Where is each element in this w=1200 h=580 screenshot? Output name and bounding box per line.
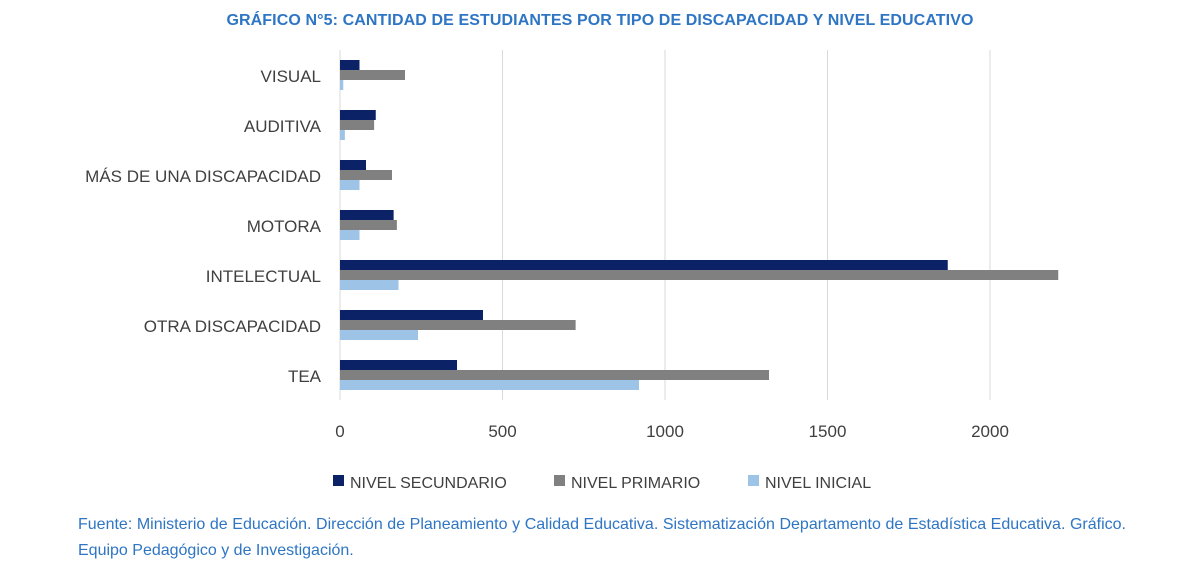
bar — [340, 360, 457, 370]
legend-label: NIVEL SECUNDARIO — [350, 475, 507, 492]
bar — [340, 120, 375, 130]
legend-swatch — [554, 475, 565, 486]
x-tick-label: 500 — [488, 422, 516, 441]
category-label: MÁS DE UNA DISCAPACIDAD — [85, 167, 321, 186]
bar — [340, 330, 418, 340]
bar-chart: VISUAL AUDITIVA MÁS DE UNA DISCAPACIDAD MOT… — [85, 50, 1059, 492]
bars — [340, 60, 1059, 390]
bar — [340, 320, 576, 330]
category-label: AUDITIVA — [244, 117, 322, 136]
legend-label: NIVEL INICIAL — [765, 475, 871, 492]
x-tick-label: 1000 — [646, 422, 684, 441]
bar — [340, 270, 1059, 280]
bar — [340, 370, 769, 380]
bar — [340, 130, 345, 140]
legend-swatch — [333, 475, 344, 486]
category-labels: VISUAL AUDITIVA MÁS DE UNA DISCAPACIDAD MOT… — [85, 67, 322, 386]
bar — [340, 220, 397, 230]
bar — [340, 310, 483, 320]
chart-title: GRÁFICO N°5: CANTIDAD DE ESTUDIANTES POR… — [226, 12, 974, 29]
bar — [340, 230, 360, 240]
category-label: VISUAL — [261, 67, 321, 86]
x-tick-label: 0 — [335, 422, 344, 441]
bar — [340, 110, 376, 120]
gridlines — [339, 50, 991, 400]
category-label: INTELECTUAL — [206, 267, 321, 286]
bar — [340, 380, 639, 390]
x-tick-label: 1500 — [809, 422, 847, 441]
bar — [340, 70, 405, 80]
category-label: TEA — [288, 367, 322, 386]
bar — [340, 280, 399, 290]
bar — [340, 80, 344, 90]
bar — [340, 210, 394, 220]
bar — [340, 260, 948, 270]
x-axis-ticks: 0 500 1000 1500 2000 — [335, 422, 1009, 441]
x-tick-label: 2000 — [971, 422, 1009, 441]
source-note: Fuente: Ministerio de Educación. Direcci… — [78, 516, 1126, 559]
legend: NIVEL SECUNDARIO NIVEL PRIMARIO NIVEL INIC… — [333, 475, 871, 492]
legend-swatch — [748, 475, 759, 486]
bar — [340, 170, 392, 180]
category-label: OTRA DISCAPACIDAD — [144, 317, 321, 336]
bar — [340, 160, 366, 170]
category-label: MOTORA — [247, 217, 322, 236]
legend-label: NIVEL PRIMARIO — [571, 475, 700, 492]
bar — [340, 180, 360, 190]
bar — [340, 60, 360, 70]
